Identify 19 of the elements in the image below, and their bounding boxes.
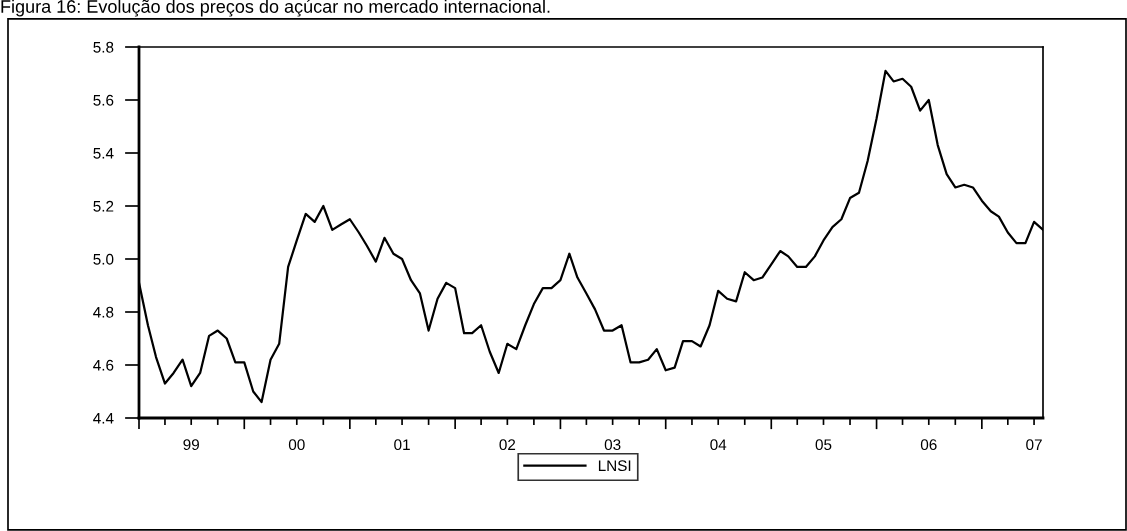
y-tick-label: 5.6 [93,94,114,106]
y-tick-label: 4.4 [93,413,114,424]
x-tick-label: 03 [604,439,621,451]
x-tick-label: 07 [1026,439,1042,451]
y-tick-label: 4.6 [93,359,114,371]
x-tick-label: 05 [815,439,832,451]
x-tick-label: 99 [183,439,199,451]
x-tick-label: 00 [288,439,305,451]
y-tick-label: 5.4 [93,148,114,159]
y-tick-label: 5.8 [93,41,114,53]
y-tick-label: 5.2 [93,200,114,212]
x-tick-label: 06 [920,439,937,451]
x-tick-label: 04 [710,439,727,451]
x-tick-label: 02 [499,439,516,451]
y-tick-label: 5.0 [93,253,114,265]
x-tick-label: 01 [394,439,410,451]
legend-label: LNSI [598,460,631,472]
y-tick-label: 4.8 [93,306,114,318]
chart-title: Figura 16: Evolução dos preços do açúcar no mercado internacional. [1,0,550,17]
